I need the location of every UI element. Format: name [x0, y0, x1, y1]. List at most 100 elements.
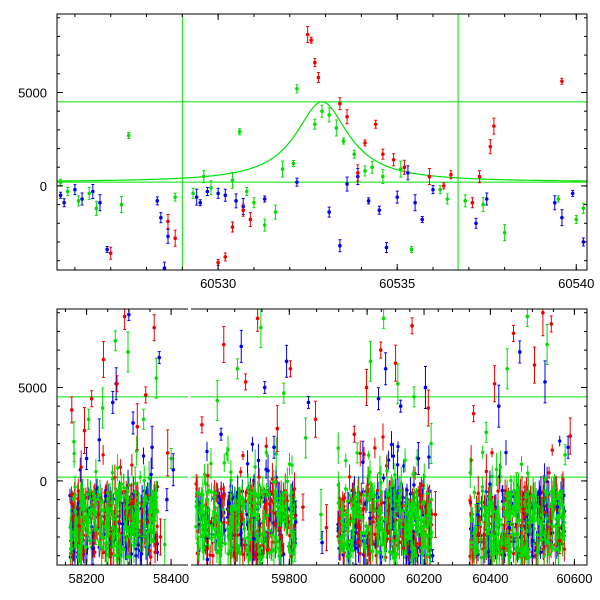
- dense-point: [106, 541, 111, 545]
- dense-point: [524, 495, 528, 499]
- dense-point: [401, 508, 406, 513]
- dense-point: [526, 471, 530, 475]
- data-point: [390, 487, 395, 531]
- dense-point: [215, 550, 219, 554]
- dense-point: [73, 544, 78, 548]
- x-tick-label: 58400: [153, 571, 189, 586]
- dense-point: [519, 462, 524, 466]
- dense-point: [100, 500, 104, 505]
- dense-point: [547, 471, 551, 475]
- data-point: [259, 309, 263, 349]
- data-point: [148, 502, 152, 534]
- data-point: [581, 202, 586, 214]
- data-point: [566, 435, 570, 459]
- dense-point: [69, 493, 74, 497]
- data-point: [363, 139, 367, 147]
- dense-point: [94, 469, 98, 474]
- data-point: [409, 245, 414, 253]
- dense-point: [117, 519, 121, 524]
- dense-point: [264, 467, 268, 472]
- data-point: [395, 190, 400, 204]
- dense-point: [155, 510, 159, 514]
- axis-break-gap: [188, 308, 191, 566]
- data-point: [319, 489, 323, 541]
- dense-point: [149, 472, 153, 477]
- data-point: [358, 540, 362, 565]
- dense-point: [68, 525, 72, 530]
- data-point: [126, 131, 131, 139]
- data-point: [505, 348, 510, 390]
- dense-point: [531, 493, 535, 498]
- data-point: [463, 194, 468, 208]
- dense-point: [351, 549, 355, 553]
- x-tick-label: 59800: [271, 571, 307, 586]
- dense-point: [209, 461, 213, 466]
- dense-point: [482, 501, 487, 505]
- dense-point: [206, 533, 210, 537]
- dense-point: [498, 465, 503, 469]
- data-point: [560, 77, 564, 85]
- dense-point: [338, 542, 343, 546]
- dense-point: [242, 526, 247, 531]
- data-point: [470, 197, 475, 209]
- data-point: [252, 517, 256, 561]
- dense-point: [278, 551, 283, 556]
- data-point: [530, 524, 535, 558]
- dense-point: [70, 546, 74, 551]
- data-point: [162, 518, 167, 565]
- x-tick-label: 60200: [406, 571, 442, 586]
- dense-point: [504, 450, 508, 455]
- dense-point: [256, 538, 260, 542]
- x-tick-label: 60535: [379, 276, 415, 291]
- dense-point: [72, 533, 77, 538]
- data-point: [327, 107, 331, 123]
- dense-point: [81, 527, 85, 531]
- data-point: [155, 196, 160, 206]
- dense-point: [150, 503, 154, 508]
- data-point: [313, 118, 317, 130]
- data-point: [391, 153, 396, 167]
- dense-point: [115, 466, 120, 470]
- data-point: [338, 239, 342, 253]
- dense-point: [511, 508, 516, 513]
- data-point: [352, 149, 357, 159]
- dense-point: [494, 467, 499, 472]
- x-tick-label: 60530: [200, 276, 236, 291]
- dense-point: [228, 536, 232, 541]
- data-point: [282, 382, 286, 404]
- dense-point: [396, 532, 400, 537]
- dense-point: [292, 487, 297, 491]
- data-point: [216, 187, 220, 199]
- data-point: [303, 417, 308, 459]
- data-point: [327, 206, 331, 218]
- dense-point: [399, 482, 403, 486]
- data-point: [535, 519, 540, 551]
- data-point: [226, 528, 230, 565]
- dense-point: [422, 501, 426, 505]
- dense-point: [348, 493, 352, 498]
- dense-point: [264, 450, 269, 455]
- series-1: [108, 26, 564, 267]
- dense-point: [530, 515, 535, 519]
- data-point: [91, 184, 95, 200]
- data-point: [541, 309, 545, 337]
- dense-point: [253, 491, 258, 495]
- dense-point: [355, 540, 360, 545]
- data-point: [555, 500, 560, 514]
- dense-point: [258, 493, 262, 497]
- data-point: [126, 331, 130, 373]
- data-point: [401, 524, 406, 565]
- data-point: [449, 170, 453, 180]
- dense-point: [194, 524, 198, 529]
- dense-point: [147, 548, 152, 552]
- dense-point: [499, 541, 503, 546]
- data-point: [280, 160, 285, 178]
- dense-point: [285, 479, 290, 484]
- dense-point: [419, 518, 424, 522]
- data-point: [209, 180, 213, 196]
- dense-point: [76, 548, 81, 552]
- data-point: [76, 195, 81, 207]
- dense-point: [261, 519, 266, 523]
- data-point: [82, 406, 87, 454]
